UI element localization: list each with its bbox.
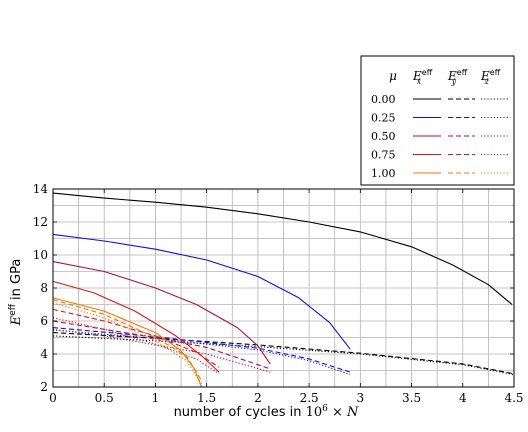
x-tick-label: 3.5 <box>402 391 421 405</box>
series-mu-050-ez <box>52 328 271 373</box>
legend-mu-value: 0.50 <box>371 130 396 143</box>
series-mu-075-ey <box>52 308 220 368</box>
legend-mu-value: 0.00 <box>371 93 396 106</box>
legend-header-sup: eff <box>490 68 501 77</box>
x-tick-label: 0 <box>49 391 57 405</box>
x-axis-label-exponent: 6 <box>322 404 328 414</box>
x-tick-label: 4 <box>459 391 467 405</box>
grid <box>52 188 515 388</box>
legend-header-base: E <box>447 69 457 83</box>
y-tick-label: 6 <box>40 314 48 328</box>
legend-header-sub: y <box>451 77 457 86</box>
legend: μ Eeff x Eeff y Eeff z0.000.250.500.751.00 <box>360 55 515 186</box>
legend-header-sup: eff <box>457 68 468 77</box>
y-axis-label: Eeff in GPa <box>8 259 24 327</box>
axis-ticks: 0 0.5 1 1.5 2 2.5 3 3.5 4 4.5 2 4 6 8 10 12 14 <box>33 182 524 405</box>
legend-header-base: E <box>480 69 490 83</box>
legend-mu-value: 1.00 <box>371 167 396 180</box>
series-mu-050-ex <box>52 261 271 365</box>
y-axis-label-sup: eff <box>8 303 18 316</box>
y-tick-label: 12 <box>33 215 48 229</box>
series-mu-000-ez <box>52 335 515 376</box>
series-mu-100-ez <box>52 302 202 385</box>
legend-col-header: Eeff z <box>480 68 501 86</box>
series-mu-075-ex <box>52 280 220 373</box>
series-mu-100-ey <box>52 299 202 381</box>
x-axis-label-prefix: number of cycles in <box>174 405 306 420</box>
series-mu-025-ex <box>52 233 351 350</box>
y-tick-label: 2 <box>40 380 48 394</box>
legend-header-sup: eff <box>422 68 433 77</box>
legend-box <box>360 55 515 186</box>
x-tick-label: 1.5 <box>197 391 216 405</box>
y-tick-label: 14 <box>33 182 49 196</box>
x-tick-label: 2.5 <box>300 391 319 405</box>
x-tick-label: 2 <box>254 391 262 405</box>
series-mu-050-ey <box>52 320 271 370</box>
y-axis-label-base: E <box>9 315 24 326</box>
legend-header-base: E <box>412 69 422 83</box>
x-axis-label-math: 10 <box>306 405 323 420</box>
x-tick-label: 3 <box>357 391 365 405</box>
y-tick-label: 10 <box>33 248 48 262</box>
y-axis-label-suffix: in GPa <box>9 259 24 304</box>
legend-col-header: Eeff x <box>412 68 433 86</box>
series-mu-000-ex <box>52 192 513 305</box>
y-tick-label: 8 <box>40 281 48 295</box>
legend-mu-value: 0.25 <box>371 112 396 125</box>
legend-col-header: Eeff y <box>447 68 468 86</box>
x-tick-label: 0.5 <box>95 391 114 405</box>
x-axis-label: number of cycles in 106 × N <box>174 404 359 420</box>
y-tick-label: 4 <box>40 347 48 361</box>
series-mu-025-ey <box>52 327 351 373</box>
x-tick-label: 4.5 <box>504 391 523 405</box>
legend-header-sub: z <box>484 77 490 86</box>
series-mu-075-ez <box>52 317 220 375</box>
legend-mu-value: 0.75 <box>371 149 396 162</box>
legend-header-sub: x <box>417 77 422 86</box>
x-axis-label-suffix: × N <box>328 405 359 420</box>
series-mu-100-ex <box>52 297 203 388</box>
series-layer <box>52 192 515 388</box>
series-mu-025-ez <box>52 329 351 376</box>
x-tick-label: 1 <box>152 391 160 405</box>
series-mu-000-ey <box>52 332 515 375</box>
legend-mu-header: μ <box>389 69 397 83</box>
